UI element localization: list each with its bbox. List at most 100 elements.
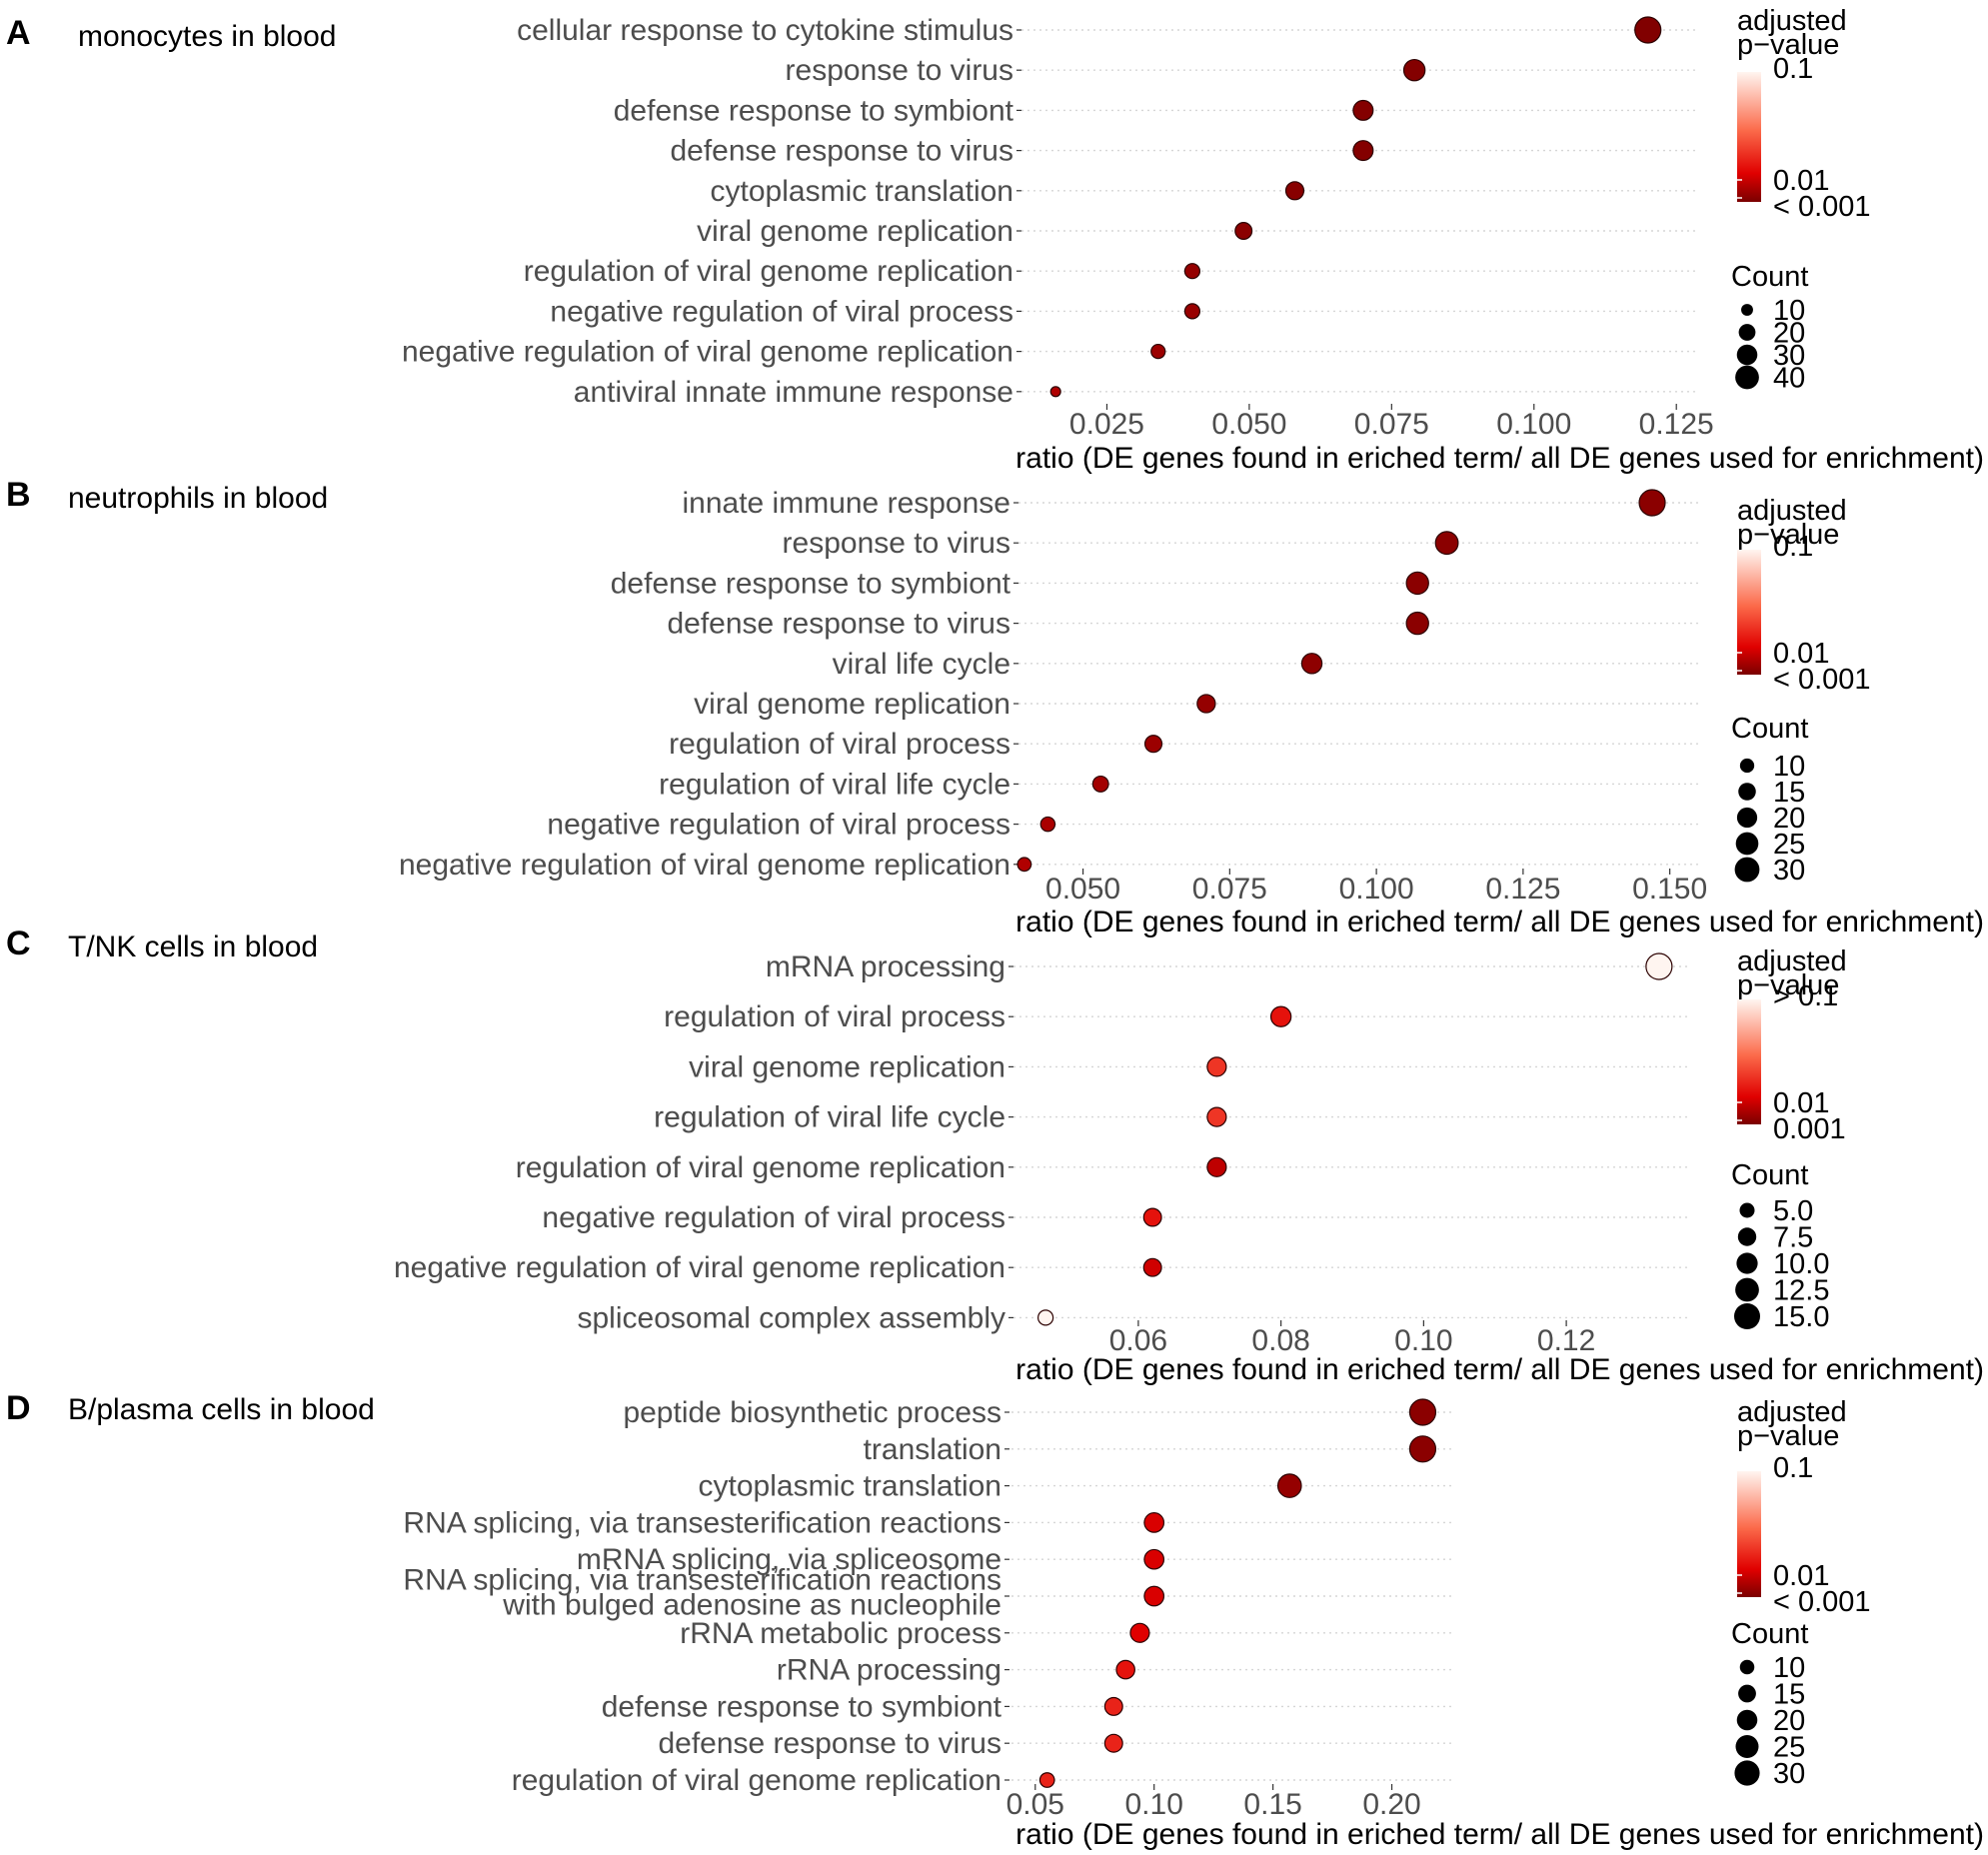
data-point [1049, 386, 1061, 398]
x-axis-title: ratio (DE genes found in eriched term/ a… [1015, 442, 1984, 475]
legend-title: adjusted [1737, 5, 1847, 37]
size-legend-dot [1737, 1227, 1757, 1246]
panel-d: D B/plasma cells in blood peptide biosyn… [6, 1389, 1984, 1851]
data-point [1352, 99, 1374, 121]
term-label: innate immune response [682, 487, 1010, 520]
size-legend-dot [1735, 365, 1759, 390]
size-legend-label: 30 [1773, 855, 1805, 887]
x-tick-label: 0.10 [1125, 1788, 1183, 1821]
term-label: viral genome replication [694, 688, 1010, 721]
x-tick-label: 0.12 [1537, 1324, 1595, 1357]
data-point [1037, 1309, 1054, 1326]
x-tick-label: 0.025 [1069, 408, 1144, 441]
legend-title: p−value [1737, 29, 1839, 61]
data-point [1196, 694, 1216, 714]
term-label: RNA splicing, via transesterification re… [403, 1564, 1001, 1597]
x-tick-label: 0.050 [1045, 873, 1120, 906]
term-label: regulation of viral genome replication [516, 1151, 1005, 1184]
legend-title: adjusted [1737, 1396, 1847, 1428]
data-point [1645, 952, 1673, 980]
data-point [1143, 1585, 1165, 1607]
size-legend-label: 10 [1773, 751, 1805, 783]
size-legend-dot [1739, 1202, 1755, 1218]
x-axis-title: ratio (DE genes found in eriched term/ a… [1015, 1353, 1984, 1386]
size-legend-label: 20 [1773, 318, 1805, 350]
term-label: defense response to symbiont [614, 94, 1014, 127]
size-legend-dot [1739, 1659, 1755, 1675]
size-legend-dot [1738, 1684, 1756, 1703]
legend-title: adjusted [1737, 945, 1847, 977]
color-scale-label: 0.01 [1773, 1087, 1829, 1119]
panel-title: neutrophils in blood [68, 482, 328, 515]
x-tick-label: 0.075 [1192, 873, 1267, 906]
size-legend-label: 30 [1773, 1758, 1805, 1790]
term-label: regulation of viral life cycle [654, 1101, 1005, 1134]
data-point [1103, 1733, 1123, 1753]
x-tick-label: 0.150 [1632, 873, 1707, 906]
size-legend-label: 10 [1773, 295, 1805, 327]
data-point [1206, 1106, 1227, 1127]
term-label: mRNA splicing, via spliceosome [577, 1543, 1001, 1576]
size-legend-dot [1738, 324, 1756, 341]
term-label: translation [864, 1433, 1001, 1466]
size-legend-dot [1735, 832, 1759, 856]
legend-title: p−value [1737, 969, 1839, 1001]
data-point [1408, 1398, 1437, 1426]
size-legend-dot [1738, 783, 1756, 801]
size-legend-label: 20 [1773, 1705, 1805, 1737]
data-point [1150, 343, 1166, 360]
panel-letter-b: B [6, 476, 31, 514]
term-label: negative regulation of viral process [547, 809, 1010, 842]
x-tick-label: 0.10 [1394, 1324, 1452, 1357]
color-scale-label: 0.01 [1773, 638, 1829, 670]
panel-b: B neutrophils in blood innate immune res… [6, 476, 1984, 938]
data-point [1143, 1512, 1165, 1533]
legend-title: p−value [1737, 1420, 1839, 1452]
size-legend-dot [1735, 1277, 1759, 1302]
size-legend-label: 40 [1773, 363, 1805, 395]
size-legend-label: 15 [1773, 1679, 1805, 1711]
plot-area: mRNA processing regulation of viral proce… [394, 950, 1691, 1357]
data-point [1142, 1257, 1162, 1277]
term-label: response to virus [786, 54, 1013, 87]
term-label: regulation of viral process [664, 1000, 1005, 1033]
size-legend-dot [1734, 1760, 1760, 1786]
data-point [1142, 1207, 1162, 1227]
x-tick-label: 0.06 [1109, 1324, 1167, 1357]
data-point [1234, 222, 1253, 240]
plot-area: cellular response to cytokine stimulus re… [402, 14, 1714, 441]
data-point [1103, 1696, 1123, 1716]
color-scale-label: 0.1 [1773, 53, 1813, 85]
panel-title: monocytes in blood [78, 20, 337, 53]
size-legend-dot [1734, 1303, 1760, 1329]
term-label: with bulged adenosine as nucleophile [502, 1589, 1001, 1622]
term-label: viral genome replication [697, 215, 1013, 248]
data-point [1038, 1772, 1055, 1788]
color-scale-bar [1737, 1471, 1761, 1597]
size-legend-label: 25 [1773, 829, 1805, 861]
color-scale-label: > 0.1 [1773, 980, 1838, 1012]
term-label: negative regulation of viral genome repl… [394, 1251, 1005, 1284]
color-scale-label: < 0.001 [1773, 1586, 1871, 1618]
data-point [1016, 857, 1032, 873]
size-legend-dot [1741, 304, 1753, 316]
plot-area: peptide biosynthetic process translation c… [403, 1396, 1451, 1821]
term-label: RNA splicing, via transesterification re… [403, 1506, 1001, 1539]
data-point [1039, 816, 1056, 833]
color-scale-label: < 0.001 [1773, 191, 1871, 223]
term-label: defense response to virus [667, 608, 1010, 641]
term-label: regulation of viral genome replication [512, 1764, 1001, 1797]
data-point [1408, 1435, 1437, 1463]
color-scale-bar [1737, 999, 1761, 1124]
size-legend-title: Count [1731, 713, 1808, 745]
color-scale-label: 0.1 [1773, 531, 1813, 563]
size-legend-label: 15 [1773, 777, 1805, 809]
size-legend-label: 7.5 [1773, 1222, 1813, 1254]
size-legend-label: 10 [1773, 1652, 1805, 1684]
data-point [1284, 181, 1305, 201]
x-tick-label: 0.05 [1006, 1788, 1064, 1821]
data-point [1405, 611, 1429, 636]
panel-a: A monocytes in blood cellular response t… [6, 5, 1984, 475]
